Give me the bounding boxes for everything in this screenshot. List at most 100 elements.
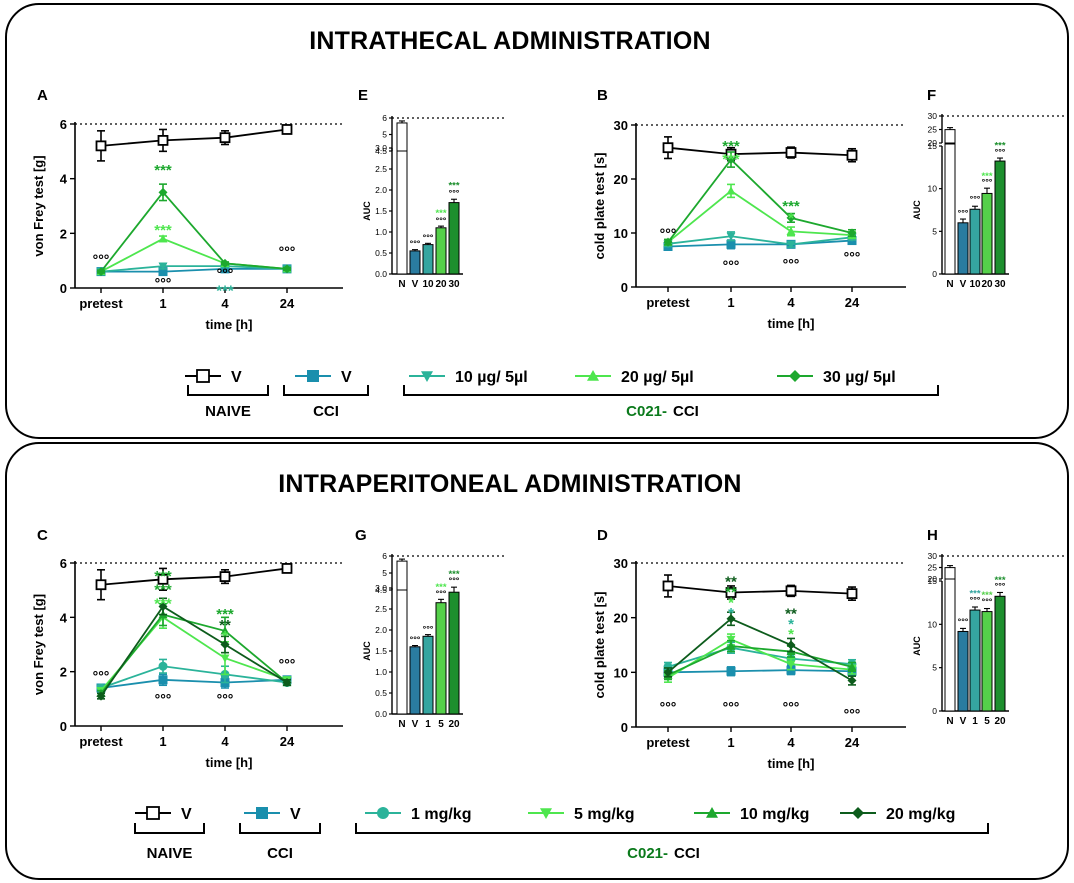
x-tick-label: V — [412, 279, 419, 290]
bar — [994, 160, 1006, 275]
legend-group-bracket — [403, 385, 939, 396]
series-line — [100, 605, 288, 697]
legend-label: V — [231, 369, 242, 386]
y-tick-label: 0.0 — [375, 269, 387, 279]
data-point — [785, 585, 797, 597]
y-tick-label: 2.0 — [375, 625, 387, 635]
legend-group-cci: CCI — [267, 845, 293, 862]
x-axis-label: time [h] — [768, 756, 815, 771]
y-axis-label: AUC — [912, 200, 922, 220]
significance-annotation: *** — [435, 208, 446, 219]
significance-annotation: °°° — [449, 576, 460, 586]
legend-group-drug-suffix: CCI — [673, 403, 699, 420]
significance-annotation: * — [788, 210, 794, 227]
significance-annotation: *** — [782, 198, 800, 215]
series-line — [667, 239, 853, 248]
intraperitoneal-section-frame — [5, 442, 1069, 880]
series-naive-v — [662, 574, 858, 601]
significance-annotation: °°° — [155, 275, 172, 291]
bar — [422, 635, 434, 715]
significance-annotation: ** — [785, 605, 797, 622]
significance-annotation: °°° — [844, 706, 861, 722]
y-tick-label: 0 — [621, 280, 628, 295]
significance-annotation: *** — [981, 590, 992, 601]
y-axis-label: AUC — [362, 641, 372, 661]
line-chart-D: D 0 10 20 30 pretest 1 4 24 time [h] cold plate te… — [592, 527, 906, 771]
series-line — [100, 567, 288, 586]
x-tick-label: 24 — [280, 734, 295, 749]
significance-annotation: *** — [448, 569, 459, 580]
legend-marker — [540, 808, 552, 819]
data-point — [157, 573, 169, 585]
x-tick-label: 1 — [727, 735, 734, 750]
legend-group-bracket — [187, 385, 269, 396]
series-line — [667, 645, 853, 676]
significance-annotation: * — [728, 594, 734, 611]
legend-label: 10 µg/ 5µl — [455, 369, 528, 386]
data-point — [95, 140, 107, 152]
x-tick-label: 4 — [221, 734, 229, 749]
significance-annotation: * — [788, 626, 794, 643]
x-tick-label: 1 — [727, 295, 734, 310]
data-point — [282, 678, 292, 688]
x-tick-label: 10 — [969, 279, 981, 290]
legend-label: V — [290, 806, 301, 823]
bar-upper — [396, 560, 408, 591]
series-20-mg-kg — [96, 597, 292, 701]
series-5-mg-kg — [663, 633, 857, 683]
bar — [969, 609, 981, 712]
legend-label: 20 µg/ 5µl — [621, 369, 694, 386]
significance-annotation: °°° — [217, 265, 234, 281]
y-axis-label: cold plate test [s] — [592, 592, 607, 699]
y-tick-label: 1.0 — [375, 227, 387, 237]
y-tick-label: 6 — [60, 556, 67, 571]
legend-group-naive: NAIVE — [147, 845, 193, 862]
data-point — [662, 580, 674, 592]
significance-annotation: *** — [448, 181, 459, 192]
series-20-mg-kg — [663, 611, 857, 686]
data-point — [158, 267, 168, 277]
x-tick-label: N — [946, 716, 953, 727]
x-tick-label: pretest — [79, 296, 123, 311]
data-point — [663, 667, 673, 677]
x-tick-label: 1 — [159, 296, 166, 311]
panel-label: H — [927, 527, 938, 544]
significance-annotation: °°° — [155, 691, 172, 707]
legend-label: V — [341, 369, 352, 386]
series-30-g-5-l — [96, 183, 292, 277]
legend-item: 30 µg/ 5µl — [777, 369, 896, 386]
y-tick-label: 2.5 — [375, 164, 387, 174]
y-tick-label: 20 — [614, 172, 628, 187]
x-tick-label: 1 — [972, 716, 978, 727]
legend-marker — [852, 807, 864, 819]
y-tick-label: 1.0 — [375, 667, 387, 677]
x-tick-label: 24 — [845, 295, 860, 310]
bar — [981, 611, 993, 712]
x-tick-label: 5 — [438, 719, 444, 730]
legend-marker — [196, 369, 210, 383]
x-tick-label: N — [946, 279, 953, 290]
x-tick-label: V — [960, 716, 967, 727]
significance-annotation: °°° — [660, 226, 677, 242]
data-point — [220, 640, 230, 649]
bar-upper — [944, 129, 956, 144]
series-naive-v — [95, 124, 293, 162]
legend-item: V — [295, 369, 352, 386]
legend-item: 10 mg/kg — [694, 806, 809, 823]
significance-annotation: *** — [435, 582, 446, 593]
x-tick-label: 24 — [845, 735, 860, 750]
bar — [994, 595, 1006, 712]
y-tick-label: 0.5 — [375, 248, 387, 258]
data-point — [663, 237, 673, 247]
x-axis-label: time [h] — [206, 317, 253, 332]
panel-label: A — [37, 87, 48, 104]
x-tick-label: V — [960, 279, 967, 290]
series-line — [667, 158, 853, 243]
y-axis-label: cold plate test [s] — [592, 153, 607, 260]
significance-annotation: °°° — [93, 668, 110, 684]
data-point — [726, 614, 736, 624]
significance-annotation: *** — [154, 222, 172, 239]
